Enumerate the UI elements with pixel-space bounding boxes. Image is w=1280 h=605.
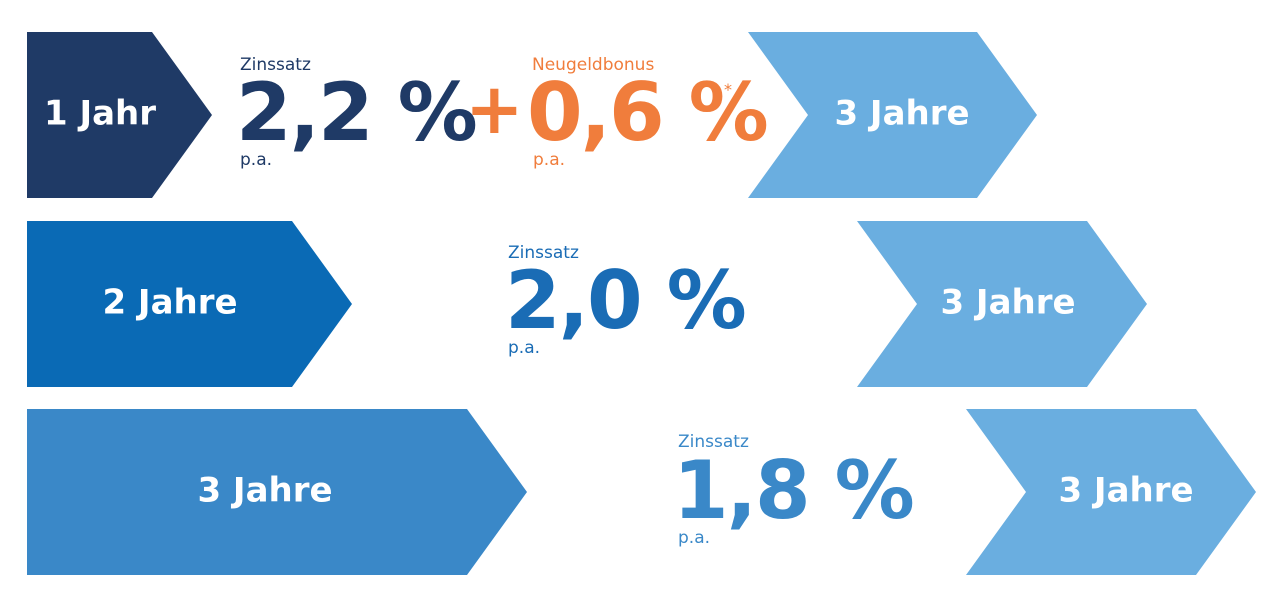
rate-unit: p.a.: [678, 528, 710, 548]
term-arrow: [27, 32, 212, 198]
target-label: 3 Jahre: [1058, 471, 1193, 511]
term-label: 3 Jahre: [197, 471, 332, 511]
target-label: 3 Jahre: [940, 283, 1075, 323]
term-label: 2 Jahre: [102, 283, 237, 323]
target-arrow: [857, 221, 1147, 387]
bonus-asterisk: *: [724, 80, 732, 99]
term-arrow: [27, 221, 352, 387]
rate-label: Zinssatz: [508, 243, 579, 263]
term-label: 1 Jahr: [44, 94, 156, 134]
bonus-label: Neugeldbonus: [532, 55, 654, 75]
rate-label: Zinssatz: [678, 432, 749, 452]
rate-value: 2,0 %: [505, 254, 745, 347]
plus-sign: +: [465, 68, 524, 150]
rate-unit: p.a.: [240, 150, 272, 170]
bonus-unit: p.a.: [533, 150, 565, 170]
rate-value: 1,8 %: [673, 444, 913, 537]
rate-value: 2,2 %: [236, 66, 476, 159]
rate-label: Zinssatz: [240, 55, 311, 75]
target-arrow: [966, 409, 1256, 575]
target-arrow: [748, 32, 1037, 198]
target-label: 3 Jahre: [834, 94, 969, 134]
term-arrow: [27, 409, 527, 575]
bonus-value: 0,6 %: [527, 66, 767, 159]
rate-unit: p.a.: [508, 338, 540, 358]
